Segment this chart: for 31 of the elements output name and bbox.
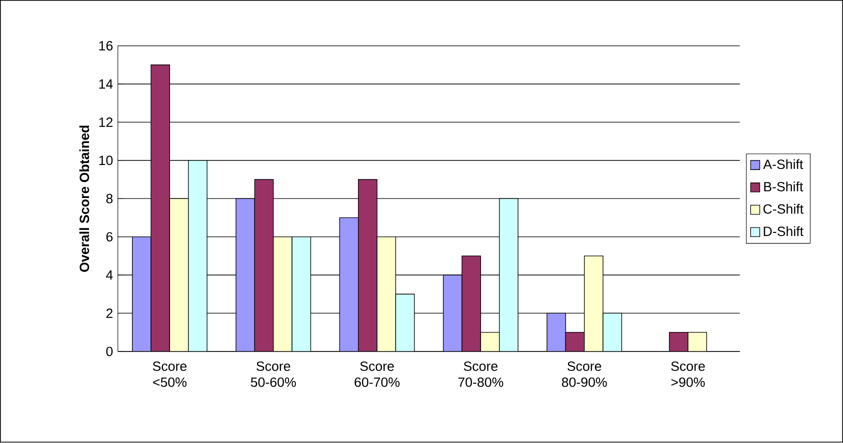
y-tick-label: 16 [99,41,113,51]
bar [442,274,462,352]
bar [236,198,256,352]
bar [546,313,566,352]
bar [584,256,604,352]
x-tick-label: Score <50% [152,362,187,388]
legend-label: D-Shift [764,226,804,236]
bar [273,236,292,352]
bar [480,332,500,352]
bar [339,218,359,352]
y-tick-label: 2 [106,308,112,318]
y-tick-label: 0 [106,346,113,356]
bar [376,236,396,352]
y-tick-label: 4 [106,270,113,280]
x-tick-label: Score 50-60% [250,362,296,388]
x-tick-label: Score 80-90% [562,362,607,388]
legend-label: A-Shift [763,159,804,170]
y-tick-label: 12 [99,118,112,128]
bar [132,236,152,352]
y-axis-title: Overall Score Obtained [79,126,90,272]
bar [169,198,189,352]
y-tick-label: 6 [106,232,113,242]
bar [688,332,708,352]
y-tick-label: 8 [106,194,113,204]
x-tick-label: Score 70-80% [458,362,504,388]
y-tick-label: 10 [99,156,113,166]
legend-label: B-Shift [764,182,804,192]
x-tick-label: Score 60-70% [354,362,400,388]
legend-label: C-Shift [763,204,804,214]
y-tick-label: 14 [99,80,113,89]
x-tick-label: Score >90% [671,362,705,388]
